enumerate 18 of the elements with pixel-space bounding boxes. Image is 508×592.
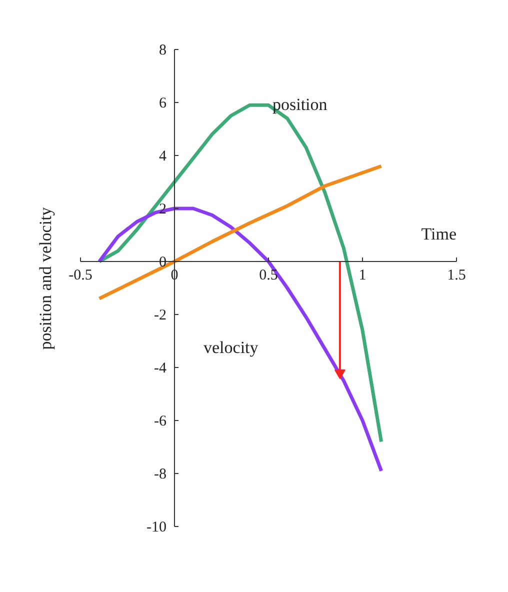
- x-tick-label: 1.5: [447, 268, 466, 284]
- annotation: position: [272, 95, 328, 114]
- x-axis-title: Time: [421, 224, 457, 244]
- y-tick-label: 2: [159, 202, 166, 218]
- y-tick-label: -4: [154, 360, 167, 376]
- y-axis-title: position and velocity: [36, 206, 55, 350]
- line-series: [98, 164, 384, 300]
- y-tick-label: 4: [159, 148, 167, 164]
- y-tick-label: -10: [146, 520, 167, 536]
- annotation: velocity: [204, 338, 259, 357]
- x-tick-label: -0.5: [68, 268, 92, 284]
- x-tick-label: 1: [358, 268, 366, 284]
- y-tick-label: -2: [154, 308, 167, 324]
- y-tick-label: 6: [159, 96, 167, 112]
- y-tick-label: -6: [154, 414, 167, 430]
- y-tick-label: -8: [154, 466, 167, 482]
- x-tick-label: 0.5: [259, 268, 278, 284]
- y-tick-label: 8: [159, 42, 166, 58]
